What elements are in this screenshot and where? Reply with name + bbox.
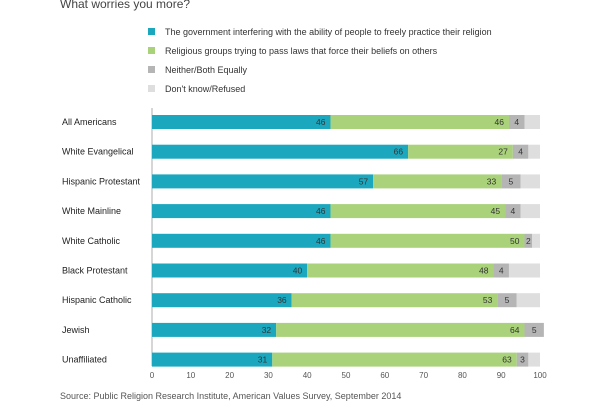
data-label-s2-c0: 4 — [514, 117, 519, 127]
data-label-s0-c1: 66 — [394, 147, 404, 157]
bar-segment-s1-c0 — [330, 115, 509, 129]
data-label-s2-c1: 4 — [518, 147, 523, 157]
bar-segment-s0-c0 — [152, 115, 331, 129]
data-label-s1-c0: 46 — [494, 117, 504, 127]
bar-segment-s1-c3 — [330, 204, 506, 219]
category-label-black-protestant: Black Protestant — [62, 266, 128, 276]
category-label-all-americans: All Americans — [62, 117, 117, 127]
data-label-s0-c3: 46 — [316, 206, 326, 216]
data-label-s1-c4: 50 — [510, 236, 520, 246]
data-label-s2-c4: 2 — [526, 236, 531, 246]
x-tick-label-20: 20 — [225, 371, 234, 380]
data-label-s0-c7: 32 — [262, 325, 272, 335]
data-label-s1-c2: 33 — [487, 176, 497, 186]
chart-title: What worries you more? — [60, 0, 191, 11]
bar-segment-s0-c4 — [152, 233, 331, 248]
bar-segment-s1-c4 — [330, 233, 525, 248]
bar-segment-s2-c8 — [516, 352, 529, 367]
x-tick-label-40: 40 — [303, 371, 312, 380]
data-label-s0-c8: 31 — [258, 355, 268, 365]
bar-segment-s1-c2 — [373, 174, 502, 189]
x-tick-label-100: 100 — [533, 371, 547, 380]
bar-segment-s2-c0 — [508, 115, 525, 129]
bar-segment-s3-c1 — [528, 144, 540, 159]
category-label-hispanic-catholic: Hispanic Catholic — [62, 295, 132, 305]
bar-segment-s1-c1 — [408, 144, 513, 159]
data-label-s1-c3: 45 — [491, 206, 501, 216]
category-label-white-evangelical: White Evangelical — [62, 147, 134, 157]
legend-label-government: The government interfering with the abil… — [165, 27, 492, 38]
bar-segment-s3-c0 — [524, 115, 540, 129]
bar-segment-s2-c1 — [512, 144, 529, 159]
x-tick-label-90: 90 — [497, 371, 506, 380]
data-label-s2-c6: 5 — [505, 295, 510, 305]
data-label-s2-c5: 4 — [499, 266, 504, 276]
data-label-s1-c6: 53 — [483, 295, 493, 305]
bar-segment-s0-c7 — [152, 322, 277, 337]
legend-swatch-religious — [148, 47, 155, 55]
bar-segment-s2-c5 — [493, 263, 509, 278]
bar-segment-s3-c4 — [532, 233, 540, 248]
x-tick-label-60: 60 — [380, 371, 389, 380]
bar-segment-s2-c4 — [524, 233, 533, 248]
data-label-s0-c6: 36 — [277, 295, 287, 305]
legend-swatch-government — [148, 28, 155, 36]
legend-item-government: The government interfering with the abil… — [148, 27, 492, 38]
legend-swatch-neither — [148, 66, 155, 74]
bar-segment-s3-c3 — [520, 204, 540, 219]
category-label-hispanic-protestant: Hispanic Protestant — [62, 176, 141, 186]
bar-segment-s2-c3 — [505, 204, 521, 219]
x-tick-label-0: 0 — [150, 371, 155, 380]
bar-segment-s1-c8 — [272, 352, 517, 367]
data-label-s2-c7: 5 — [532, 325, 537, 335]
category-label-white-mainline: White Mainline — [62, 206, 121, 216]
data-label-s1-c5: 48 — [479, 266, 489, 276]
bar-segment-s0-c3 — [152, 204, 331, 219]
bar-segment-s0-c6 — [152, 293, 292, 308]
bar-segment-s1-c6 — [291, 293, 498, 308]
legend-swatch-dont-know — [148, 85, 155, 93]
data-label-s2-c8: 3 — [520, 355, 525, 365]
x-tick-label-80: 80 — [458, 371, 467, 380]
legend-label-dont-know: Don't know/Refused — [165, 84, 246, 95]
category-label-jewish: Jewish — [62, 325, 90, 335]
data-label-s1-c1: 27 — [498, 147, 508, 157]
data-label-s2-c2: 5 — [509, 176, 514, 186]
data-label-s0-c5: 40 — [293, 266, 303, 276]
data-label-s2-c3: 4 — [510, 206, 515, 216]
x-tick-label-10: 10 — [186, 371, 195, 380]
x-tick-label-50: 50 — [342, 371, 351, 380]
legend-item-religious: Religious groups trying to pass laws tha… — [148, 46, 437, 57]
bar-segment-s1-c5 — [307, 263, 494, 278]
legend-label-neither: Neither/Both Equally — [165, 65, 248, 76]
bar-segment-s3-c8 — [528, 352, 540, 367]
x-tick-label-30: 30 — [264, 371, 273, 380]
bar-segment-s2-c6 — [497, 293, 517, 308]
bar-segment-s0-c5 — [152, 263, 308, 278]
bar-segment-s3-c5 — [508, 263, 540, 278]
data-label-s1-c7: 64 — [510, 325, 520, 335]
category-label-white-catholic: White Catholic — [62, 236, 121, 246]
data-label-s0-c2: 57 — [359, 176, 369, 186]
bar-segment-s1-c7 — [276, 322, 525, 337]
bar-segment-s3-c2 — [520, 174, 540, 189]
bar-segment-s0-c1 — [152, 144, 409, 159]
legend-item-dont-know: Don't know/Refused — [148, 84, 245, 95]
x-tick-label-70: 70 — [419, 371, 428, 380]
data-label-s0-c0: 46 — [316, 117, 326, 127]
bar-segment-s0-c8 — [152, 352, 273, 367]
bar-segment-s2-c7 — [524, 322, 544, 337]
bar-segment-s2-c2 — [501, 174, 521, 189]
data-label-s1-c8: 63 — [502, 355, 512, 365]
category-label-unaffiliated: Unaffiliated — [62, 355, 107, 365]
source-note: Source: Public Religion Research Institu… — [60, 391, 402, 401]
bar-segment-s0-c2 — [152, 174, 374, 189]
legend-label-religious: Religious groups trying to pass laws tha… — [165, 46, 438, 57]
bar-segment-s3-c6 — [516, 293, 540, 308]
data-label-s0-c4: 46 — [316, 236, 326, 246]
legend-item-neither: Neither/Both Equally — [148, 65, 247, 76]
